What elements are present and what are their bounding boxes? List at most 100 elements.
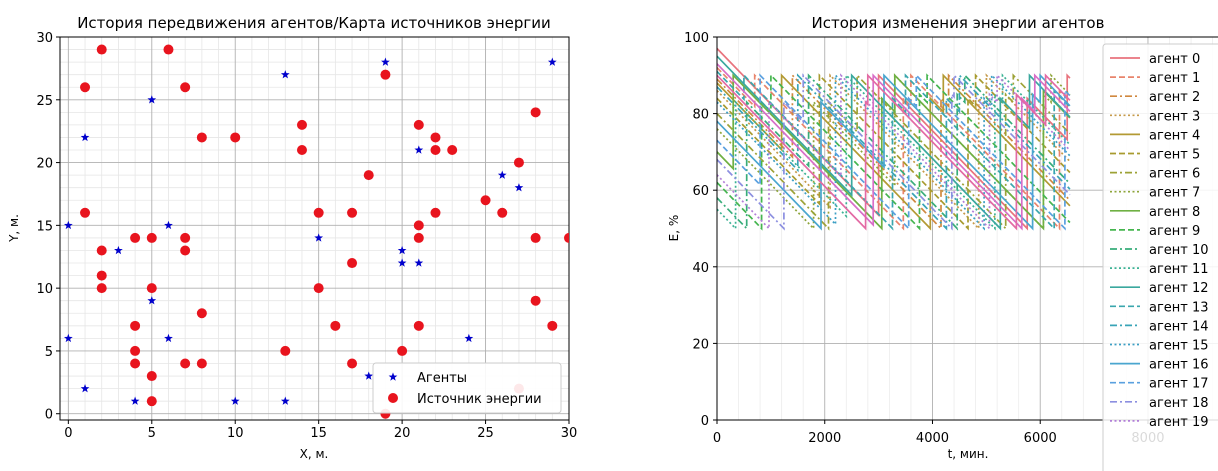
energy-series-line	[717, 70, 1071, 231]
energy-source-point	[547, 320, 558, 331]
energy-series-line	[717, 73, 1071, 231]
energy-series-line	[717, 73, 1071, 231]
agent-point	[114, 245, 123, 255]
energy-series-line	[717, 47, 1071, 231]
legend-label: агент 4	[1149, 128, 1200, 143]
agent-point	[130, 396, 140, 405]
x-tick-label: 0	[64, 426, 72, 441]
energy-series-line	[717, 73, 1071, 231]
legend-label: агент 16	[1149, 358, 1209, 373]
energy-source-point	[180, 245, 191, 256]
y-tick-label: 80	[692, 108, 709, 123]
y-tick-label: 5	[45, 345, 53, 360]
energy-source-point	[413, 119, 424, 130]
energy-source-point	[130, 320, 141, 331]
x-tick-label: 0	[713, 431, 721, 446]
legend-label: агент 6	[1149, 167, 1200, 182]
energy-source-point	[530, 295, 541, 306]
energy-source-point	[480, 195, 491, 206]
y-axis-label: E, %	[667, 215, 681, 242]
y-tick-label: 25	[36, 94, 53, 109]
agent-point	[364, 371, 374, 380]
agent-point	[497, 170, 507, 179]
legend-label: агент 5	[1149, 148, 1200, 163]
energy-series-line	[717, 73, 1071, 231]
agent-point	[547, 57, 557, 66]
agent-point	[414, 145, 424, 154]
energy-source-point	[430, 132, 441, 143]
energy-source-point	[146, 232, 157, 243]
agent-point	[514, 183, 524, 192]
agent-point	[381, 57, 390, 66]
agent-point	[80, 132, 90, 142]
minor-grid	[60, 37, 569, 420]
x-axis-label: X, м.	[300, 447, 329, 461]
line-chart: 02000400060008000020406080100 История из…	[667, 14, 1218, 471]
y-tick-label: 0	[701, 414, 709, 429]
energy-source-point	[146, 396, 157, 407]
legend-label: агент 17	[1149, 377, 1209, 392]
energy-source-point	[430, 145, 441, 156]
scatter-chart: 0 5 10 15 20 25 30 0 5 10 15 20 25 30 История передви…	[7, 14, 577, 461]
y-tick-label: 30	[36, 31, 53, 46]
energy-source-point	[564, 232, 569, 243]
series-lines	[717, 47, 1071, 231]
y-tick-label: 60	[692, 184, 709, 199]
energy-source-point	[347, 207, 358, 218]
agent-point	[63, 220, 73, 230]
legend-label: агент 15	[1149, 339, 1209, 354]
energy-series-line	[717, 73, 1071, 231]
energy-source-point	[96, 245, 107, 256]
energy-source-point	[96, 44, 107, 55]
agent-point	[280, 396, 290, 405]
chart-title: История передвижения агентов/Карта источ…	[77, 14, 551, 32]
energy-series-line	[717, 73, 1071, 231]
energy-series-line	[717, 73, 1071, 231]
energy-source-point	[163, 44, 174, 55]
legend-energy-label: Источник энергии	[417, 392, 542, 407]
energy-source-point	[196, 132, 207, 143]
energy-source-point	[180, 232, 191, 243]
x-tick-label: 20	[394, 426, 411, 441]
y-axis-label: Y, м.	[7, 214, 21, 243]
agent-point	[147, 296, 157, 305]
energy-source-point	[413, 320, 424, 331]
y-tick-label: 40	[692, 261, 709, 276]
y-tick-label: 0	[45, 408, 53, 423]
energy-source-point	[530, 232, 541, 243]
x-tick-label: 2000	[808, 431, 841, 446]
energy-source-point	[413, 220, 424, 231]
x-tick-label: 25	[477, 426, 494, 441]
energy-source-point	[180, 82, 191, 93]
legend-label: агент 9	[1149, 224, 1200, 239]
energy-source-point	[180, 358, 191, 369]
legend-label: агент 18	[1149, 396, 1209, 411]
agent-point	[397, 245, 407, 255]
agent-point	[230, 396, 240, 405]
agent-point	[414, 258, 424, 267]
energy-source-point	[196, 358, 207, 369]
energy-source-point	[363, 170, 374, 181]
energy-source-point	[96, 283, 107, 294]
energy-source-point	[80, 207, 91, 218]
energy-series-line	[717, 73, 1071, 231]
energy-source-point	[146, 371, 157, 382]
x-tick-label: 5	[148, 426, 156, 441]
energy-source-point	[296, 145, 307, 156]
agent-point	[397, 258, 407, 267]
legend: агент 0 агент 1 агент 2 агент 3 агент 4 агент…	[1102, 43, 1218, 471]
x-axis-label: t, мин.	[948, 447, 989, 461]
y-tick-label: 20	[36, 157, 53, 172]
agent-point	[147, 95, 157, 104]
agent-point	[464, 333, 474, 343]
legend-agents-marker	[388, 372, 398, 381]
energy-source-point	[347, 258, 358, 269]
axis-ticks: 02000400060008000020406080100	[684, 31, 1164, 446]
energy-source-point	[296, 119, 307, 130]
x-tick-label: 30	[561, 426, 578, 441]
legend: Агенты Источник энергии	[372, 362, 562, 414]
legend-label: агент 14	[1149, 319, 1209, 334]
plot-area-frame	[59, 36, 570, 421]
energy-source-point	[80, 82, 91, 93]
